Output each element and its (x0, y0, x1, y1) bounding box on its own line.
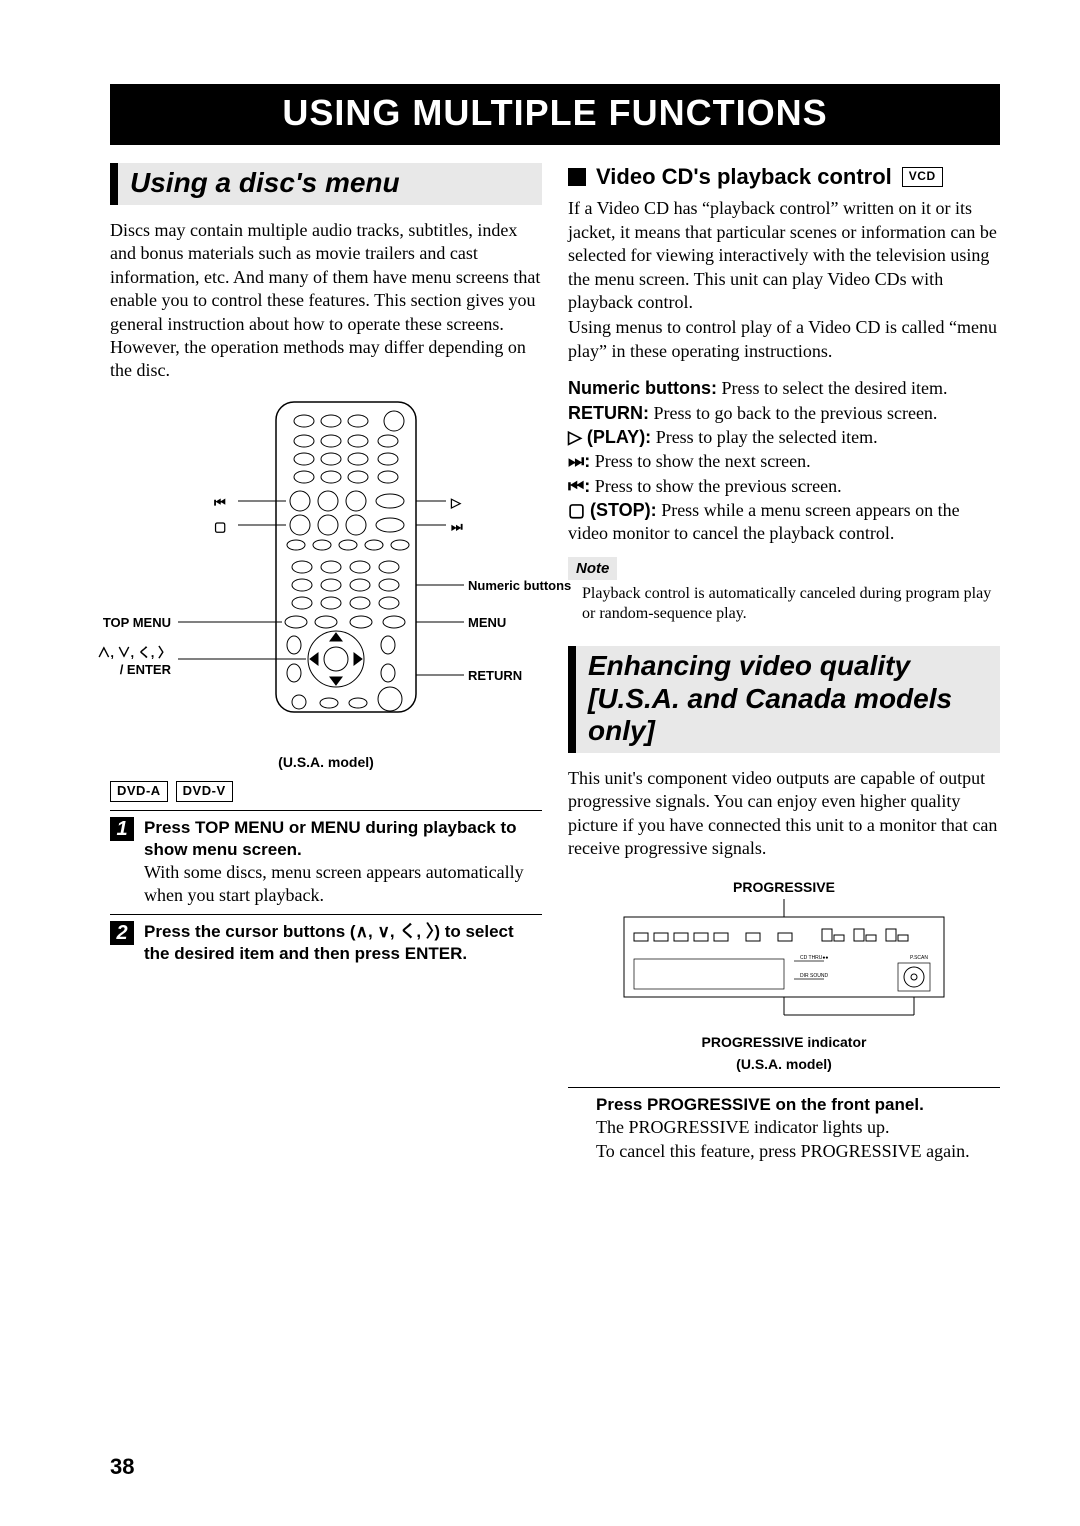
def-numeric-text: Press to select the desired item. (717, 378, 947, 398)
def-numeric-label: Numeric buttons: (568, 378, 717, 398)
svg-text:CD THRU●●: CD THRU●● (800, 955, 828, 961)
panel-svg: CD THRU●● DIR SOUND P.SCAN (614, 899, 954, 1029)
svg-text:DIR SOUND: DIR SOUND (800, 973, 828, 979)
topmenu-callout: TOP MENU (103, 615, 171, 632)
right-column: Video CD's playback control VCD If a Vid… (568, 163, 1000, 1163)
cursor-callout: ∧, ∨, く, 〉 / ENTER (97, 645, 171, 679)
section-title-disc-menu: Using a disc's menu (110, 163, 542, 205)
next-symbol-callout: ⏭ (451, 519, 463, 536)
intro-text: Discs may contain multiple audio tracks,… (110, 219, 542, 383)
section-title-progressive: Enhancing video quality [U.S.A. and Cana… (568, 646, 1000, 753)
press-progressive-title: Press PROGRESSIVE on the front panel. (596, 1094, 1000, 1116)
note-body: Playback control is automatically cancel… (568, 584, 1000, 624)
def-play-text: Press to play the selected item. (651, 427, 877, 447)
press-progressive-body2: To cancel this feature, press PROGRESSIV… (596, 1140, 1000, 1163)
panel-model-caption: (U.S.A. model) (736, 1055, 832, 1073)
left-column: Using a disc's menu Discs may contain mu… (110, 163, 542, 1163)
def-next-label: ⏭: (568, 451, 590, 471)
page-number: 38 (110, 1453, 134, 1482)
vcd-subhead-text: Video CD's playback control (596, 163, 892, 192)
two-column-layout: Using a disc's menu Discs may contain mu… (110, 163, 1000, 1163)
progressive-top-label: PROGRESSIVE (733, 878, 835, 896)
badge-dvdv: DVD-V (176, 781, 233, 802)
note-label: Note (568, 557, 617, 581)
def-next-text: Press to show the next screen. (590, 451, 810, 471)
progressive-body: This unit's component video outputs are … (568, 767, 1000, 861)
def-return-label: RETURN: (568, 403, 649, 423)
page-banner: USING MULTIPLE FUNCTIONS (110, 84, 1000, 145)
svg-text:P.SCAN: P.SCAN (910, 955, 928, 961)
progressive-indicator-label: PROGRESSIVE indicator (702, 1033, 867, 1051)
stop-symbol-callout: ▢ (214, 519, 226, 536)
step-2: 2 Press the cursor buttons (∧, ∨, く, 〉) … (110, 914, 542, 965)
def-play-label: ▷ (PLAY): (568, 427, 651, 447)
step-2-title: Press the cursor buttons (∧, ∨, く, 〉) to… (144, 921, 542, 965)
remote-svg (126, 397, 526, 727)
def-prev-label: ⏮: (568, 476, 590, 496)
step-1: 1 Press TOP MENU or MENU during playback… (110, 810, 542, 908)
press-progressive-body1: The PROGRESSIVE indicator lights up. (596, 1116, 1000, 1139)
menu-callout: MENU (468, 615, 506, 632)
vcd-intro1: If a Video CD has “playback control” wri… (568, 197, 1000, 314)
prev-symbol-callout: ⏮ (214, 495, 226, 512)
vcd-subhead: Video CD's playback control VCD (568, 163, 1000, 192)
front-panel-illustration: PROGRESSIVE (568, 874, 1000, 1073)
step-1-body: With some discs, menu screen appears aut… (144, 861, 542, 908)
numeric-callout: Numeric buttons (468, 578, 571, 595)
play-symbol-callout: ▷ (451, 495, 461, 512)
badge-vcd: VCD (902, 167, 943, 187)
def-prev-text: Press to show the previous screen. (590, 476, 841, 496)
remote-caption: (U.S.A. model) (110, 753, 542, 771)
bullet-square-icon (568, 168, 586, 186)
def-stop-label: ▢ (STOP): (568, 500, 657, 520)
remote-illustration: ⏮ ▷ ▢ ⏭ Numeric buttons MENU TOP MENU ∧,… (110, 397, 542, 747)
step-1-title: Press TOP MENU or MENU during playback t… (144, 817, 542, 861)
vcd-intro2: Using menus to control play of a Video C… (568, 316, 1000, 363)
def-return-text: Press to go back to the previous screen. (649, 403, 937, 423)
badge-dvda: DVD-A (110, 781, 168, 802)
return-callout: RETURN (468, 668, 522, 685)
divider (568, 1087, 1000, 1088)
control-definitions: Numeric buttons: Press to select the des… (568, 377, 1000, 546)
disc-badges: DVD-A DVD-V (110, 781, 542, 802)
step-number: 1 (110, 817, 134, 841)
step-number: 2 (110, 921, 134, 945)
